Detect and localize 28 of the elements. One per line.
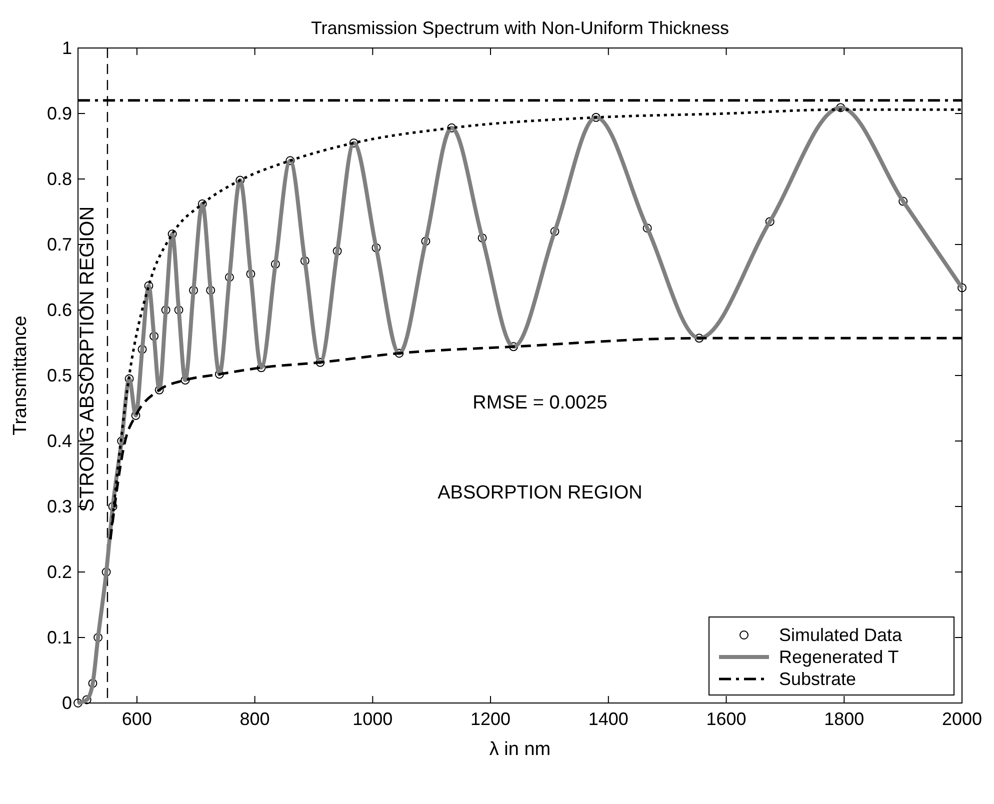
annotation: ABSORPTION REGION xyxy=(438,482,642,504)
y-tick-label: 0.6 xyxy=(46,300,72,320)
annotation: RMSE = 0.0025 xyxy=(472,392,608,414)
y-tick-label: 0.5 xyxy=(46,366,72,386)
x-tick-label: 800 xyxy=(240,709,270,729)
x-tick-label: 1400 xyxy=(588,709,628,729)
y-tick-label: 0.9 xyxy=(46,104,72,124)
y-tick-label: 0.3 xyxy=(46,496,72,516)
x-tick-label: 2000 xyxy=(942,709,982,729)
legend-label: Substrate xyxy=(779,669,856,689)
y-tick-label: 0.7 xyxy=(46,234,72,254)
y-tick-label: 0.2 xyxy=(46,562,72,582)
y-tick-label: 0.1 xyxy=(46,628,72,648)
annotation: STRONG ABSORPTION REGION xyxy=(76,206,98,512)
y-tick-label: 1 xyxy=(62,38,72,58)
y-tick-label: 0.4 xyxy=(46,431,72,451)
x-tick-label: 600 xyxy=(122,709,152,729)
legend-label: Simulated Data xyxy=(779,625,904,645)
y-tick-label: 0.8 xyxy=(46,169,72,189)
x-tick-label: 1200 xyxy=(470,709,511,729)
x-tick-label: 1000 xyxy=(352,709,393,729)
y-axis-title: Transmittance xyxy=(10,316,31,436)
x-tick-label: 1800 xyxy=(824,709,864,729)
x-axis-title: λ in nm xyxy=(489,739,551,760)
x-tick-label: 1600 xyxy=(706,709,746,729)
chart-title: Transmission Spectrum with Non-Uniform Thickness xyxy=(310,18,730,38)
y-tick-label: 0 xyxy=(62,693,72,713)
legend-label: Regenerated T xyxy=(779,647,899,667)
